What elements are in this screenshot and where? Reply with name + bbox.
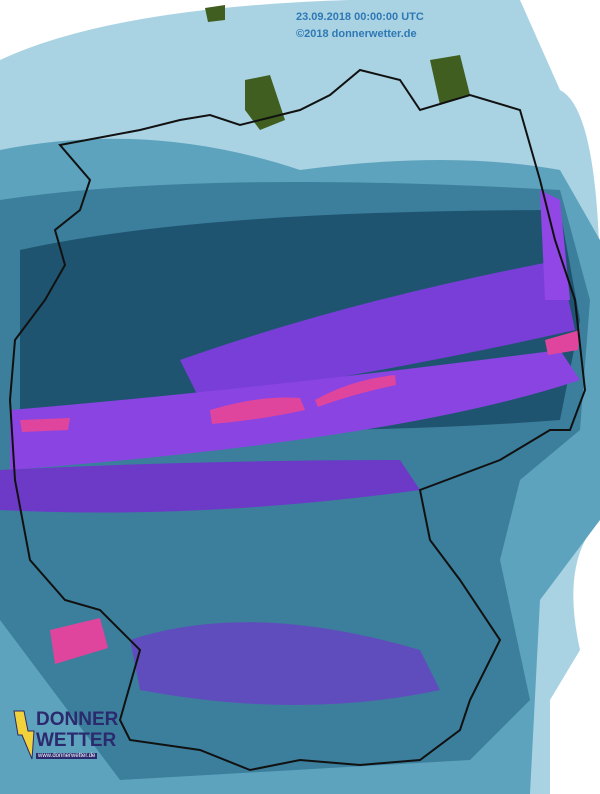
precip-band-south xyxy=(0,460,420,513)
logo-line2: WETTER xyxy=(36,730,117,751)
donnerwetter-logo: DONNER WETTER www.donnerwetter.de xyxy=(8,709,118,765)
pink-streak-2 xyxy=(315,375,396,407)
precip-south-patches xyxy=(130,622,440,705)
logo-url: www.donnerwetter.de xyxy=(36,753,98,759)
precip-east xyxy=(540,190,570,300)
pink-streak-4 xyxy=(20,418,70,432)
pink-patch-west xyxy=(50,618,108,664)
pink-streak-3 xyxy=(545,330,580,355)
timestamp: 23.09.2018 00:00:00 UTC xyxy=(296,11,424,23)
precip-band-north xyxy=(180,260,575,400)
island-green-2 xyxy=(430,55,470,105)
timestamp-overlay: 23.09.2018 00:00:00 UTC ©2018 donnerwett… xyxy=(296,9,424,43)
island-green-3 xyxy=(205,5,225,22)
germany-border xyxy=(8,68,587,772)
logo-line1: DONNER xyxy=(36,709,119,730)
pink-streak-1 xyxy=(210,397,305,424)
lightning-icon xyxy=(13,710,35,760)
copyright: ©2018 donnerwetter.de xyxy=(296,28,417,40)
